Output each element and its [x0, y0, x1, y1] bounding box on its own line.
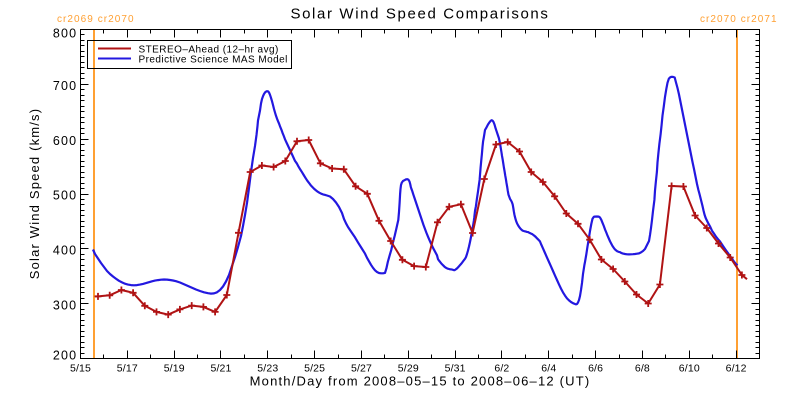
- svg-text:cr2069 cr2070: cr2069 cr2070: [57, 14, 135, 25]
- svg-text:5/27: 5/27: [351, 362, 372, 374]
- svg-text:6/10: 6/10: [679, 362, 700, 374]
- svg-text:6/4: 6/4: [541, 362, 556, 374]
- svg-text:800: 800: [53, 27, 77, 41]
- svg-text:700: 700: [53, 79, 77, 93]
- svg-text:5/17: 5/17: [117, 362, 138, 374]
- svg-text:6/12: 6/12: [726, 362, 747, 374]
- svg-text:5/15: 5/15: [70, 362, 91, 374]
- svg-text:300: 300: [53, 298, 77, 312]
- svg-text:Solar Wind Speed (km/s): Solar Wind Speed (km/s): [27, 108, 42, 279]
- svg-text:Solar Wind Speed Comparisons: Solar Wind Speed Comparisons: [290, 6, 549, 23]
- svg-text:5/31: 5/31: [445, 362, 466, 374]
- svg-text:200: 200: [53, 349, 77, 363]
- svg-text:5/21: 5/21: [211, 362, 232, 374]
- svg-text:500: 500: [53, 189, 77, 203]
- svg-text:6/8: 6/8: [635, 362, 650, 374]
- svg-text:5/29: 5/29: [398, 362, 419, 374]
- svg-text:600: 600: [53, 134, 77, 148]
- svg-text:5/23: 5/23: [257, 362, 278, 374]
- svg-text:STEREO–Ahead (12–hr avg): STEREO–Ahead (12–hr avg): [139, 44, 279, 55]
- svg-text:cr2070 cr2071: cr2070 cr2071: [700, 14, 778, 25]
- svg-text:5/19: 5/19: [164, 362, 185, 374]
- svg-text:5/25: 5/25: [304, 362, 325, 374]
- svg-text:6/2: 6/2: [494, 362, 509, 374]
- svg-text:6/6: 6/6: [588, 362, 603, 374]
- svg-text:400: 400: [53, 244, 77, 258]
- svg-text:Month/Day from 2008–05–15 to 2: Month/Day from 2008–05–15 to 2008–06–12 …: [250, 374, 591, 389]
- svg-text:Predictive Science MAS Model: Predictive Science MAS Model: [139, 54, 288, 65]
